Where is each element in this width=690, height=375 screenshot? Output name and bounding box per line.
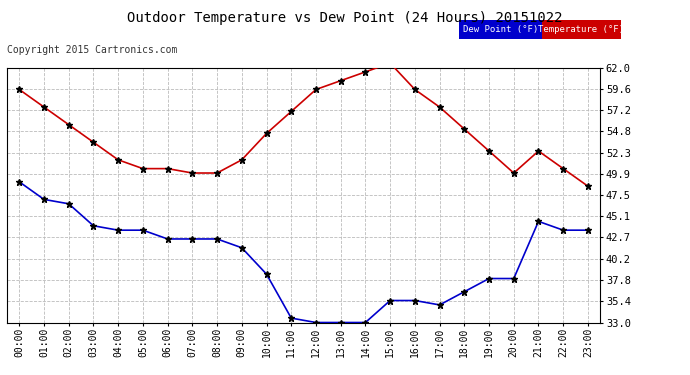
Text: Dew Point (°F): Dew Point (°F) bbox=[462, 25, 538, 34]
Text: Temperature (°F): Temperature (°F) bbox=[538, 25, 624, 34]
Text: Outdoor Temperature vs Dew Point (24 Hours) 20151022: Outdoor Temperature vs Dew Point (24 Hou… bbox=[127, 11, 563, 25]
Text: Copyright 2015 Cartronics.com: Copyright 2015 Cartronics.com bbox=[7, 45, 177, 55]
